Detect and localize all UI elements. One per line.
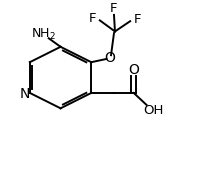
Text: NH$_2$: NH$_2$ xyxy=(31,27,56,41)
Text: O: O xyxy=(105,51,115,65)
Text: O: O xyxy=(128,63,139,77)
Text: F: F xyxy=(134,13,141,26)
Text: N: N xyxy=(20,87,30,101)
Text: F: F xyxy=(110,2,118,15)
Text: F: F xyxy=(89,12,96,25)
Text: OH: OH xyxy=(143,104,164,117)
